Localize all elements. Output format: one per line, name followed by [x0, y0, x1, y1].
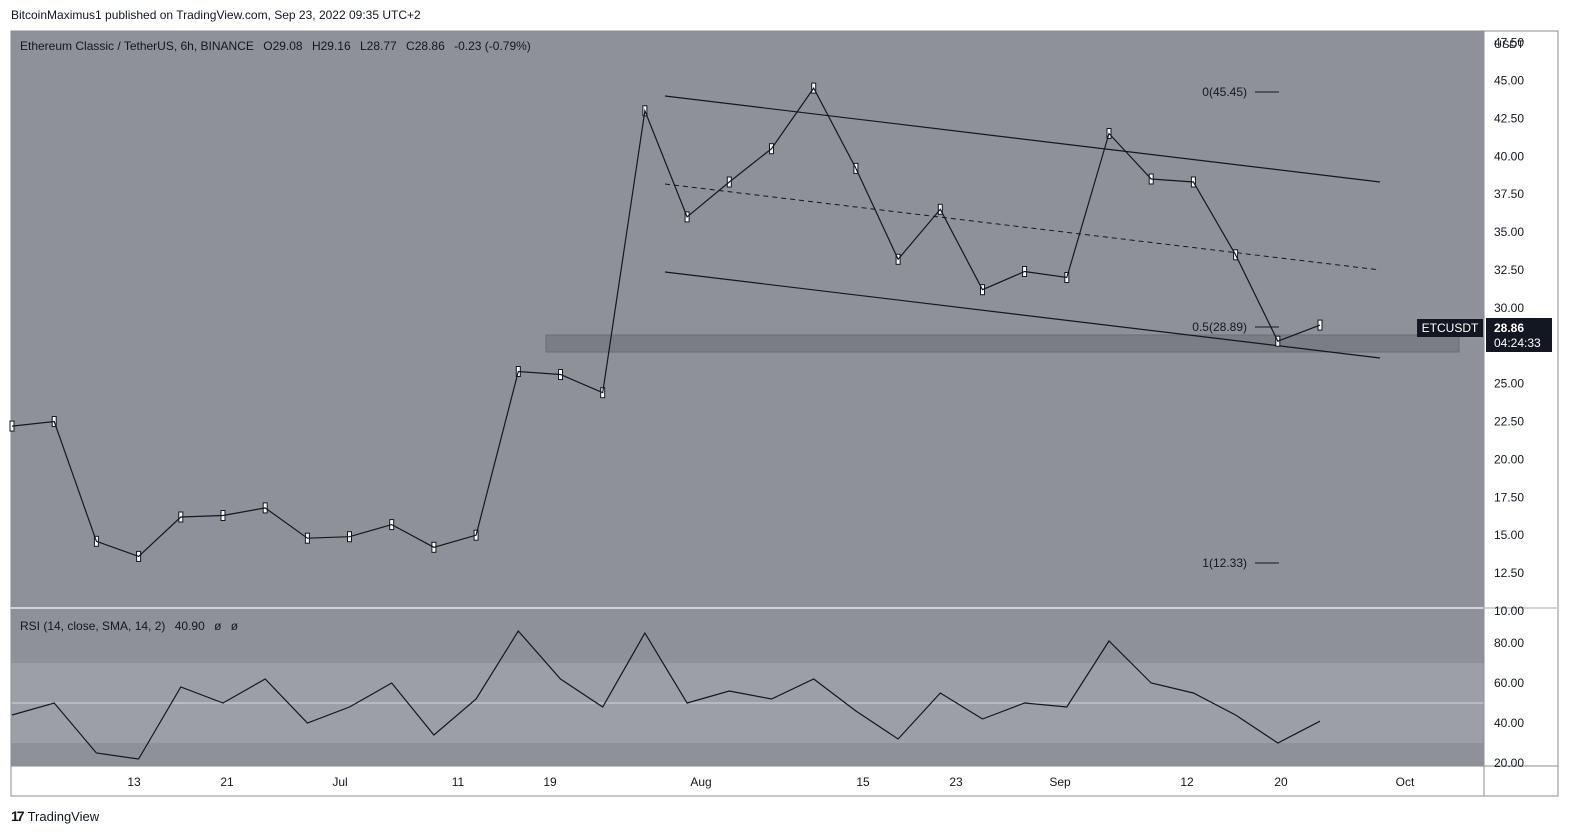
rsi-tick-label: 60.00 — [1494, 676, 1524, 690]
legend-close-label: C — [406, 39, 415, 53]
price-line[interactable] — [11, 86, 1321, 558]
time-tick-label: 20 — [1274, 775, 1288, 789]
price-tick-label: 32.50 — [1494, 263, 1524, 277]
legend-change: -0.23 (-0.79%) — [454, 39, 531, 53]
time-tick-label: Oct — [1396, 775, 1415, 789]
symbol-legend[interactable]: Ethereum Classic / TetherUS, 6h, BINANCE… — [20, 39, 531, 53]
price-tick-label: 45.00 — [1494, 74, 1524, 88]
tradingview-logo-icon: 17 — [11, 808, 25, 824]
price-tick-label: 37.50 — [1494, 187, 1524, 201]
legend-high: 29.16 — [320, 39, 351, 53]
rsi-tick-label: 20.00 — [1494, 756, 1524, 770]
channel-upper-line[interactable] — [664, 95, 1381, 183]
price-tick-label: 35.00 — [1494, 225, 1524, 239]
price-tag-bg — [1486, 318, 1552, 352]
time-tick-label: 19 — [543, 775, 557, 789]
price-pane[interactable] — [11, 31, 1484, 607]
time-tick-label: 15 — [856, 775, 870, 789]
rsi-legend-extra2: ø — [230, 619, 239, 633]
rsi-legend[interactable]: RSI (14, close, SMA, 14, 2) 40.90 ø ø — [20, 619, 238, 633]
channel-middle-line[interactable] — [664, 183, 1381, 271]
legend-low-label: L — [359, 39, 367, 53]
rsi-axis-ticks: 80.00 60.00 40.00 20.00 — [1494, 636, 1524, 770]
legend-open: 29.08 — [272, 39, 303, 53]
symbol-tag-ticker: ETCUSDT — [1422, 321, 1479, 335]
time-tick-label: Jul — [332, 775, 347, 789]
price-tick-label: 17.50 — [1494, 490, 1524, 504]
price-tick-label: 47.50 — [1494, 36, 1524, 50]
fib-label-0.5: 0.5(28.89) — [1192, 320, 1247, 334]
fib-label-0: 0(45.45) — [1202, 85, 1247, 99]
fib-label-1: 1(12.33) — [1202, 556, 1247, 570]
legend-close: 28.86 — [414, 39, 445, 53]
legend-open-label: O — [263, 39, 273, 53]
symbol-tag-ticker-bg — [1417, 319, 1483, 337]
rsi-tick-label: 80.00 — [1494, 636, 1524, 650]
chart-frame — [10, 30, 1559, 797]
legend-low: 28.77 — [366, 39, 397, 53]
time-tick-label: 12 — [1180, 775, 1194, 789]
price-tag-value: 28.86 — [1494, 321, 1524, 335]
legend-symbol: Ethereum Classic / TetherUS, 6h, BINANCE — [20, 39, 254, 53]
time-tick-label: 23 — [949, 775, 963, 789]
time-tick-label: 11 — [452, 775, 465, 789]
price-axis-ticks: 47.50 45.00 42.50 40.00 37.50 35.00 32.50 30.00… — [1494, 36, 1524, 618]
rsi-legend-extra1: ø — [214, 619, 222, 633]
support-zone[interactable] — [545, 334, 1460, 353]
price-tick-label: 22.50 — [1494, 415, 1524, 429]
time-axis-bg[interactable] — [11, 766, 1484, 796]
time-axis-ticks: 13 21 Jul 11 19 Aug 15 23 Sep 12 20 Oct — [127, 775, 1415, 789]
price-tick-label: 20.00 — [1494, 452, 1524, 466]
price-tick-label: 40.00 — [1494, 149, 1524, 163]
price-axis-bg[interactable] — [1484, 31, 1558, 766]
channel-lower-line[interactable] — [664, 271, 1381, 359]
price-tick-label: 12.50 — [1494, 566, 1524, 580]
price-tag-countdown: 04:24:33 — [1494, 336, 1541, 350]
price-tick-label: 30.00 — [1494, 301, 1524, 315]
time-tick-label: 21 — [220, 775, 234, 789]
footer-brand-name: TradingView — [27, 808, 100, 824]
rsi-tick-label: 40.00 — [1494, 716, 1524, 730]
rsi-line[interactable] — [11, 629, 1321, 760]
price-tick-label: 15.00 — [1494, 528, 1524, 542]
time-tick-label: Aug — [690, 775, 711, 789]
rsi-legend-label: RSI (14, close, SMA, 14, 2) — [20, 619, 166, 633]
publisher-line: BitcoinMaximus1 published on TradingView… — [11, 8, 421, 22]
time-tick-label: 13 — [127, 775, 141, 789]
rsi-legend-value: 40.90 — [174, 619, 205, 633]
price-tick-label: 10.00 — [1494, 604, 1524, 618]
price-tick-label: 42.50 — [1494, 111, 1524, 125]
price-tick-label: 25.00 — [1494, 377, 1524, 391]
time-tick-label: Sep — [1049, 775, 1071, 789]
footer-brand[interactable]: 17 TradingView — [11, 808, 99, 824]
legend-high-label: H — [311, 39, 321, 53]
price-axis-currency: USDT — [1494, 39, 1524, 51]
